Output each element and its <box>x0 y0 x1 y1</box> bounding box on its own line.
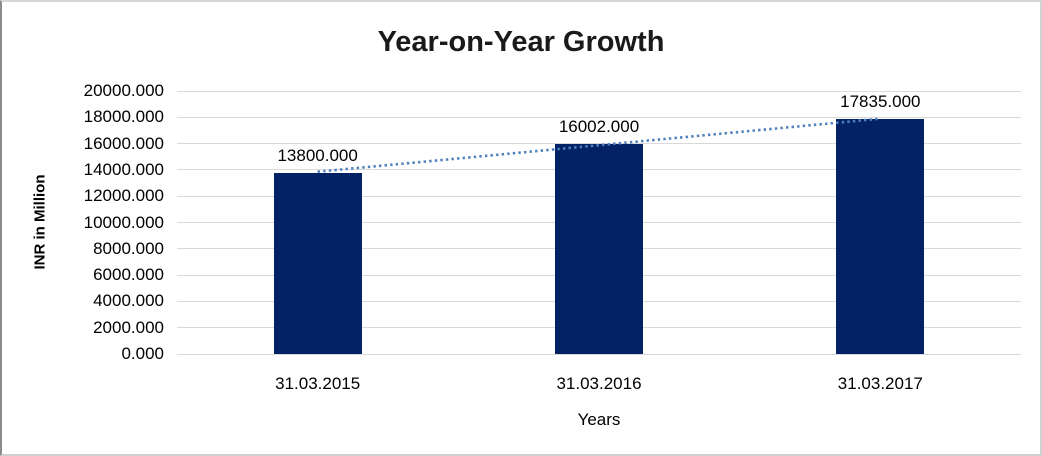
y-tick-label: 16000.000 <box>83 133 164 153</box>
bar-data-label: 13800.000 <box>277 145 358 165</box>
y-tick-label: 18000.000 <box>83 107 164 127</box>
y-tick-label: 12000.000 <box>83 186 164 206</box>
x-tick-label: 31.03.2015 <box>275 374 361 393</box>
y-tick-label: 10000.000 <box>83 212 164 232</box>
x-axis-title: Years <box>577 410 621 429</box>
gridline <box>177 116 1021 118</box>
gridline <box>177 353 1021 355</box>
bar-data-label: 16002.000 <box>558 116 640 136</box>
y-tick-label: 8000.000 <box>93 238 164 258</box>
bar-31.03.2015 <box>273 172 362 354</box>
gridline <box>177 90 1021 92</box>
x-tick-label: 31.03.2016 <box>556 374 642 393</box>
bar-31.03.2016 <box>555 143 643 354</box>
bar-31.03.2017 <box>836 119 925 354</box>
y-tick-label: 2000.000 <box>93 317 164 337</box>
y-tick-label: 0.000 <box>121 344 164 363</box>
chart-title: Year-on-Year Growth <box>377 26 665 58</box>
x-tick-label: 31.03.2017 <box>837 374 923 393</box>
y-tick-label: 14000.000 <box>83 159 164 179</box>
bar-data-label: 17835.000 <box>840 92 921 112</box>
y-tick-label: 6000.000 <box>93 265 164 285</box>
y-tick-label: 4000.000 <box>93 291 164 311</box>
y-tick-label: 20000.000 <box>83 81 164 100</box>
